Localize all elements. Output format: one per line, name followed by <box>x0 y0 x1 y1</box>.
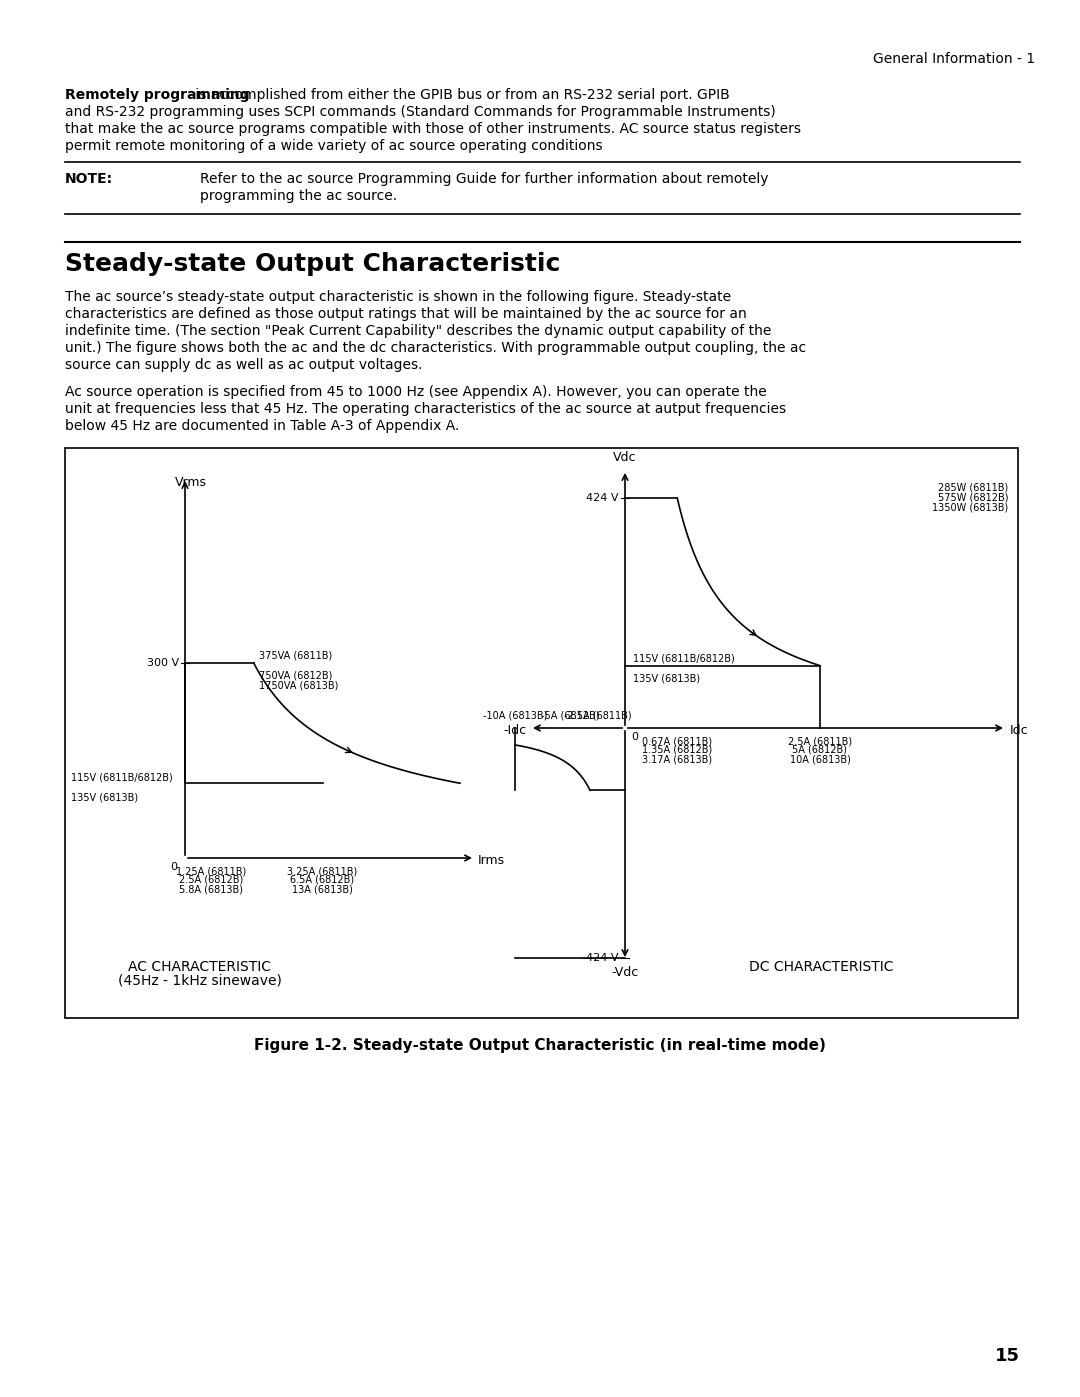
Text: NOTE:: NOTE: <box>65 172 113 186</box>
Text: 10A (6813B): 10A (6813B) <box>789 754 850 764</box>
Text: 2.5A (6812B): 2.5A (6812B) <box>179 875 244 886</box>
Text: 6.5A (6812B): 6.5A (6812B) <box>291 875 354 886</box>
Text: The ac source’s steady-state output characteristic is shown in the following fig: The ac source’s steady-state output char… <box>65 291 731 305</box>
Text: 0: 0 <box>170 862 177 872</box>
Text: 750VA (6812B): 750VA (6812B) <box>259 671 333 680</box>
Text: 5A (6812B): 5A (6812B) <box>793 745 848 754</box>
Text: -Vdc: -Vdc <box>611 965 638 979</box>
Text: DC CHARACTERISTIC: DC CHARACTERISTIC <box>750 960 894 974</box>
Bar <box>65 448 1018 1018</box>
Text: Remotely programming: Remotely programming <box>65 88 249 102</box>
Text: unit at frequencies less that 45 Hz. The operating characteristics of the ac sou: unit at frequencies less that 45 Hz. The… <box>65 402 786 416</box>
Text: Vdc: Vdc <box>613 451 637 464</box>
Text: -2.5A (6811B): -2.5A (6811B) <box>564 710 632 719</box>
Text: source can supply dc as well as ac output voltages.: source can supply dc as well as ac outpu… <box>65 358 422 372</box>
Text: 5.8A (6813B): 5.8A (6813B) <box>179 884 243 894</box>
Text: 575W (6812B): 575W (6812B) <box>937 493 1008 503</box>
Text: -Idc: -Idc <box>504 724 527 736</box>
Text: -424 V: -424 V <box>581 953 618 963</box>
Text: 2.5A (6811B): 2.5A (6811B) <box>788 736 852 746</box>
Text: Irms: Irms <box>478 855 505 868</box>
Text: and RS-232 programming uses SCPI commands (Standard Commands for Programmable In: and RS-232 programming uses SCPI command… <box>65 105 775 119</box>
Text: -10A (6813B): -10A (6813B) <box>483 710 548 719</box>
Text: 1.35A (6812B): 1.35A (6812B) <box>643 745 713 754</box>
Text: Vrms: Vrms <box>175 476 207 489</box>
Text: 0: 0 <box>631 732 638 742</box>
Text: Idc: Idc <box>1010 724 1028 736</box>
Text: 135V (6813B): 135V (6813B) <box>633 673 700 683</box>
Text: General Information - 1: General Information - 1 <box>873 52 1035 66</box>
Text: 1750VA (6813B): 1750VA (6813B) <box>259 680 338 692</box>
Text: Figure 1-2. Steady-state Output Characteristic (in real-time mode): Figure 1-2. Steady-state Output Characte… <box>254 1038 826 1053</box>
Text: programming the ac source.: programming the ac source. <box>200 189 397 203</box>
Text: 15: 15 <box>995 1347 1020 1365</box>
Text: indefinite time. (The section "Peak Current Capability" describes the dynamic ou: indefinite time. (The section "Peak Curr… <box>65 324 771 338</box>
Text: below 45 Hz are documented in Table A-3 of Appendix A.: below 45 Hz are documented in Table A-3 … <box>65 419 459 433</box>
Text: Steady-state Output Characteristic: Steady-state Output Characteristic <box>65 251 561 277</box>
Text: 3.25A (6811B): 3.25A (6811B) <box>287 866 357 876</box>
Text: 375VA (6811B): 375VA (6811B) <box>259 651 332 661</box>
Text: characteristics are defined as those output ratings that will be maintained by t: characteristics are defined as those out… <box>65 307 746 321</box>
Text: 1.25A (6811B): 1.25A (6811B) <box>176 866 246 876</box>
Text: that make the ac source programs compatible with those of other instruments. AC : that make the ac source programs compati… <box>65 122 801 136</box>
Text: 3.17A (6813B): 3.17A (6813B) <box>643 754 713 764</box>
Text: Refer to the ac source Programming Guide for further information about remotely: Refer to the ac source Programming Guide… <box>200 172 769 186</box>
Text: 1350W (6813B): 1350W (6813B) <box>932 503 1008 513</box>
Text: Ac source operation is specified from 45 to 1000 Hz (see Appendix A). However, y: Ac source operation is specified from 45… <box>65 386 767 400</box>
Text: -5A (6812B): -5A (6812B) <box>541 710 599 719</box>
Text: 285W (6811B): 285W (6811B) <box>937 483 1008 493</box>
Text: 115V (6811B/6812B): 115V (6811B/6812B) <box>633 654 734 664</box>
Text: 300 V: 300 V <box>147 658 179 668</box>
Text: 13A (6813B): 13A (6813B) <box>292 884 353 894</box>
Text: 115V (6811B/6812B): 115V (6811B/6812B) <box>71 773 173 782</box>
Text: is accomplished from either the GPIB bus or from an RS-232 serial port. GPIB: is accomplished from either the GPIB bus… <box>191 88 730 102</box>
Text: 0.67A (6811B): 0.67A (6811B) <box>643 736 713 746</box>
Text: 424 V: 424 V <box>585 493 618 503</box>
Text: permit remote monitoring of a wide variety of ac source operating conditions: permit remote monitoring of a wide varie… <box>65 138 603 154</box>
Text: (45Hz - 1kHz sinewave): (45Hz - 1kHz sinewave) <box>118 974 282 988</box>
Text: 135V (6813B): 135V (6813B) <box>71 792 138 802</box>
Text: unit.) The figure shows both the ac and the dc characteristics. With programmabl: unit.) The figure shows both the ac and … <box>65 341 806 355</box>
Text: AC CHARACTERISTIC: AC CHARACTERISTIC <box>129 960 271 974</box>
